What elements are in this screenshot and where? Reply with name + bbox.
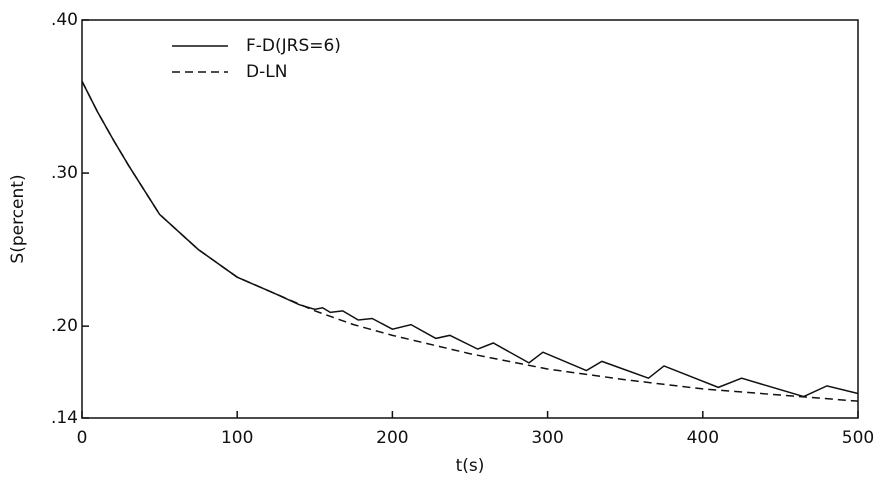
x-tick-label: 300: [531, 428, 563, 448]
x-tick-label: 400: [687, 428, 719, 448]
x-tick-label: 200: [376, 428, 408, 448]
legend-label: F-D(JRS=6): [246, 36, 341, 56]
series-line: [81, 80, 859, 398]
legend-label: D-LN: [246, 62, 287, 82]
y-tick-label: .30: [51, 163, 78, 183]
series-line: [81, 80, 859, 402]
x-axis-label: t(s): [456, 456, 485, 476]
x-tick-label: 0: [77, 428, 88, 448]
x-tick-label: 100: [221, 428, 253, 448]
plot-frame: [81, 19, 859, 419]
y-tick-label: .20: [51, 316, 78, 336]
y-axis-label: S(percent): [8, 174, 28, 263]
y-tick-label: .40: [51, 10, 78, 30]
y-tick-label: .14: [51, 408, 78, 428]
x-tick-label: 500: [842, 428, 874, 448]
